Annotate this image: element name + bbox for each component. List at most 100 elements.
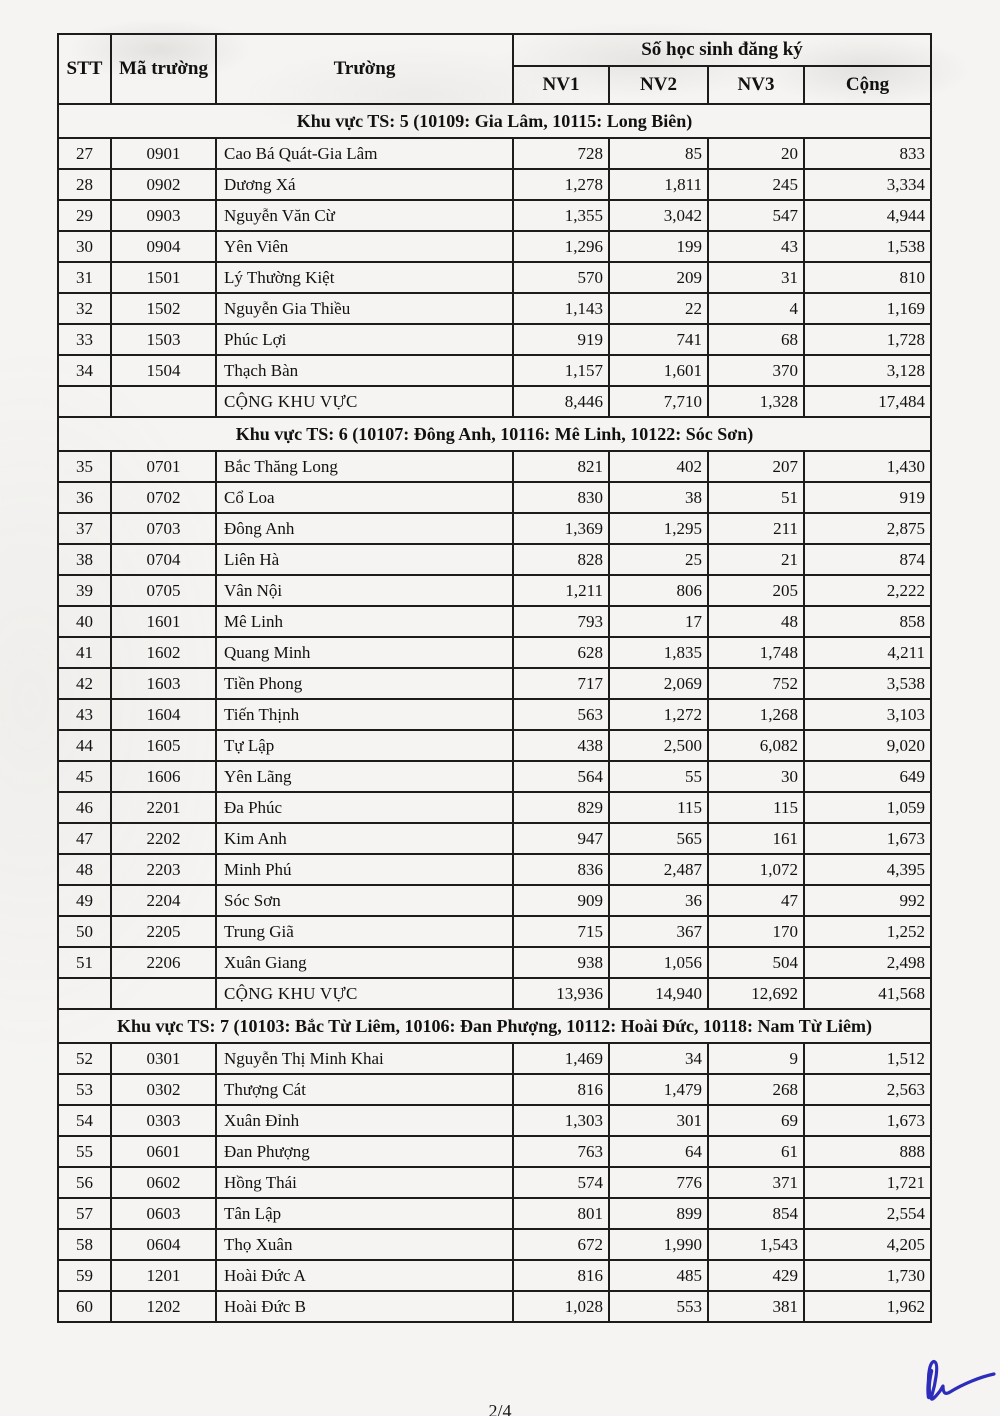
cell-school-name: Yên Lãng xyxy=(215,760,514,793)
header-row-sub: NV1 NV2 NV3 Cộng xyxy=(58,65,933,105)
cell-code: 0703 xyxy=(110,512,217,545)
table-row: 60 1202 Hoài Đức B 1,028 553 381 1,962 xyxy=(57,1290,933,1323)
cell-tong: 874 xyxy=(802,543,933,576)
cell-nv2: 1,295 xyxy=(608,512,709,545)
cell-nv3: 205 xyxy=(707,574,805,607)
table-row: 28 0902 Dương Xá 1,278 1,811 245 3,334 xyxy=(57,168,933,201)
table-row: 35 0701 Bắc Thăng Long 821 402 207 1,430 xyxy=(57,450,933,483)
section-title: Khu vực TS: 7 (10103: Bắc Từ Liêm, 10106… xyxy=(56,1008,933,1044)
cell-school-name: Xuân Đỉnh xyxy=(215,1104,514,1137)
cell-nv2: 17 xyxy=(608,605,709,638)
cell-nv3: 115 xyxy=(707,791,805,824)
cell-tong: 919 xyxy=(802,481,933,514)
cell-school-name: Hồng Thái xyxy=(215,1166,514,1199)
cell-nv3: 21 xyxy=(707,543,805,576)
section-banner-row: Khu vực TS: 6 (10107: Đông Anh, 10116: M… xyxy=(56,416,933,452)
cell-tong: 1,962 xyxy=(802,1290,933,1323)
cell-nv2: 64 xyxy=(608,1135,709,1168)
cell-stt: 51 xyxy=(57,946,112,979)
table-row: 40 1601 Mê Linh 793 17 48 858 xyxy=(57,605,933,638)
col-header-nv1: NV1 xyxy=(512,65,610,105)
cell-tong: 2,563 xyxy=(802,1073,933,1106)
cell-tong: 1,252 xyxy=(802,915,933,948)
cell-nv1: 570 xyxy=(512,261,610,294)
cell-stt: 47 xyxy=(57,822,112,855)
cell-tong: 2,498 xyxy=(802,946,933,979)
cell-tong: 1,169 xyxy=(802,292,933,325)
cell-code: 2202 xyxy=(110,822,217,855)
table-row: 37 0703 Đông Anh 1,369 1,295 211 2,875 xyxy=(57,512,933,545)
cell-school-name: Minh Phú xyxy=(215,853,514,886)
table-row: 29 0903 Nguyễn Văn Cừ 1,355 3,042 547 4,944 xyxy=(57,199,933,232)
cell-nv3: 48 xyxy=(707,605,805,638)
cell-code: 1504 xyxy=(110,354,217,387)
cell-nv1: 1,211 xyxy=(512,574,610,607)
section-title: Khu vực TS: 5 (10109: Gia Lâm, 10115: Lo… xyxy=(56,103,933,139)
cell-school-name: Nguyễn Văn Cừ xyxy=(215,199,514,232)
cell-stt: 33 xyxy=(57,323,112,356)
cell-nv2: 1,990 xyxy=(608,1228,709,1261)
cell-tong: 2,875 xyxy=(802,512,933,545)
cell-nv3: 4 xyxy=(707,292,805,325)
cell-code: 1602 xyxy=(110,636,217,669)
cell-stt: 58 xyxy=(57,1228,112,1261)
cell-tong: 888 xyxy=(802,1135,933,1168)
cell-tong: 41,568 xyxy=(802,977,933,1010)
cell-tong: 1,538 xyxy=(802,230,933,263)
cell-nv3: 51 xyxy=(707,481,805,514)
cell-nv3: 47 xyxy=(707,884,805,917)
cell-nv2: 1,811 xyxy=(608,168,709,201)
table-row: 48 2203 Minh Phú 836 2,487 1,072 4,395 xyxy=(57,853,933,886)
cell-nv2: 199 xyxy=(608,230,709,263)
cell-stt: 28 xyxy=(57,168,112,201)
table-row: 32 1502 Nguyễn Gia Thiều 1,143 22 4 1,169 xyxy=(57,292,933,325)
table-row: 45 1606 Yên Lãng 564 55 30 649 xyxy=(57,760,933,793)
cell-code: 1502 xyxy=(110,292,217,325)
cell-school-name: Tiến Thịnh xyxy=(215,698,514,731)
cell-nv3: 752 xyxy=(707,667,805,700)
cell-stt: 43 xyxy=(57,698,112,731)
col-header-nv2: NV2 xyxy=(608,65,709,105)
cell-nv1: 816 xyxy=(512,1073,610,1106)
cell-tong: 1,059 xyxy=(802,791,933,824)
cell-school-name: Đông Anh xyxy=(215,512,514,545)
cell-nv2: 776 xyxy=(608,1166,709,1199)
cell-nv2: 22 xyxy=(608,292,709,325)
cell-nv2: 741 xyxy=(608,323,709,356)
cell-code: 0902 xyxy=(110,168,217,201)
cell-stt: 56 xyxy=(57,1166,112,1199)
cell-tong: 4,395 xyxy=(802,853,933,886)
cell-nv3: 20 xyxy=(707,137,805,170)
cell-school-name: Mê Linh xyxy=(215,605,514,638)
cell-code: 1202 xyxy=(110,1290,217,1323)
cell-nv1: 828 xyxy=(512,543,610,576)
cell-school-name: Trung Giã xyxy=(215,915,514,948)
cell-nv3: 1,072 xyxy=(707,853,805,886)
cell-code: 0602 xyxy=(110,1166,217,1199)
cell-nv3: 12,692 xyxy=(707,977,805,1010)
cell-code: 2204 xyxy=(110,884,217,917)
cell-code: 2203 xyxy=(110,853,217,886)
cell-stt xyxy=(57,385,112,418)
cell-stt: 60 xyxy=(57,1290,112,1323)
cell-nv2: 402 xyxy=(608,450,709,483)
table-body: Khu vực TS: 5 (10109: Gia Lâm, 10115: Lo… xyxy=(56,103,933,1323)
cell-stt: 52 xyxy=(57,1042,112,1075)
cell-tong: 1,728 xyxy=(802,323,933,356)
cell-tong: 4,944 xyxy=(802,199,933,232)
cell-code: 0701 xyxy=(110,450,217,483)
cell-school-name: Đa Phúc xyxy=(215,791,514,824)
cell-code: 1606 xyxy=(110,760,217,793)
table-row: 50 2205 Trung Giã 715 367 170 1,252 xyxy=(57,915,933,948)
cell-stt: 59 xyxy=(57,1259,112,1292)
cell-school-name: Nguyễn Thị Minh Khai xyxy=(215,1042,514,1075)
cell-stt: 40 xyxy=(57,605,112,638)
table-row: 57 0603 Tân Lập 801 899 854 2,554 xyxy=(57,1197,933,1230)
cell-school-name: Liên Hà xyxy=(215,543,514,576)
cell-code xyxy=(110,977,217,1010)
cell-school-name: Phúc Lợi xyxy=(215,323,514,356)
cell-code: 2201 xyxy=(110,791,217,824)
table-row: 53 0302 Thượng Cát 816 1,479 268 2,563 xyxy=(57,1073,933,1106)
cell-nv1: 938 xyxy=(512,946,610,979)
cell-nv1: 715 xyxy=(512,915,610,948)
